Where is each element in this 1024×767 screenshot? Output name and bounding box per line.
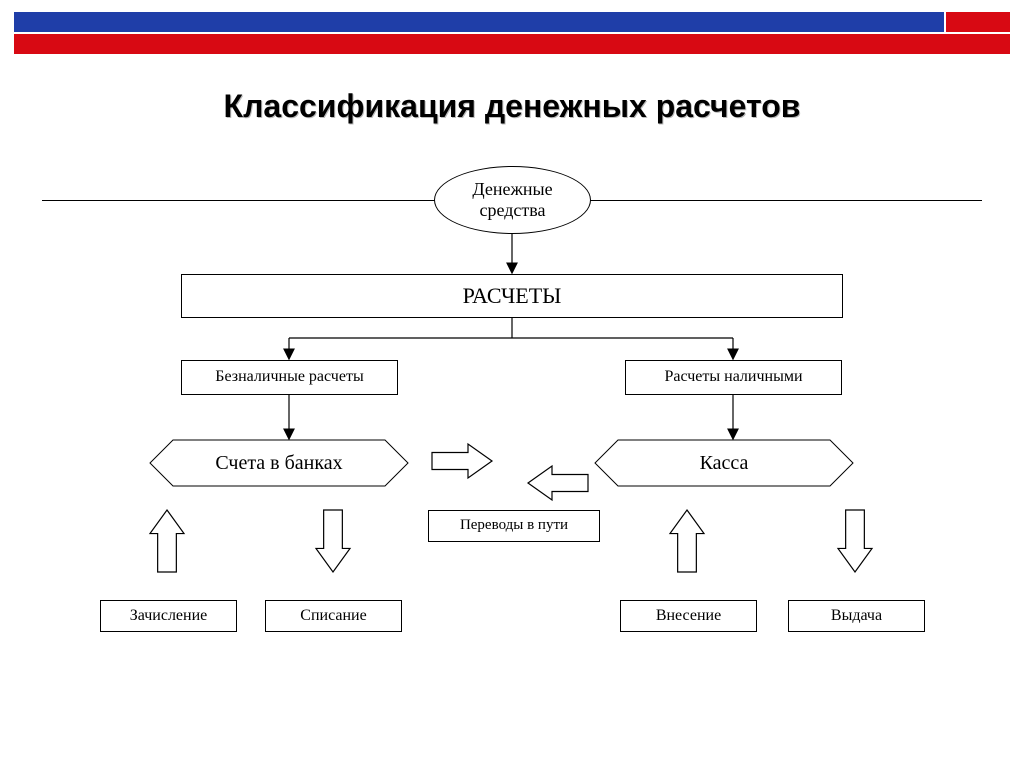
header-bar-red <box>14 34 1010 54</box>
node-root-label: Денежныесредства <box>472 179 552 220</box>
node-beznal: Безналичные расчеты <box>181 360 398 395</box>
node-kassa-label: Касса <box>595 440 853 486</box>
node-beznal-label: Безналичные расчеты <box>215 368 363 386</box>
node-zachisl-label: Зачисление <box>130 607 208 625</box>
node-spisan-label: Списание <box>300 607 366 625</box>
node-perevody: Переводы в пути <box>428 510 600 542</box>
node-vydacha-label: Выдача <box>831 607 882 625</box>
node-bank-label: Счета в банках <box>150 440 408 486</box>
node-raschety: РАСЧЕТЫ <box>181 274 843 318</box>
node-root-ellipse: Денежныесредства <box>434 166 591 234</box>
diagram-stage: Классификация денежных расчетов Денежные… <box>0 0 1024 767</box>
header-bar-blue <box>14 12 944 32</box>
node-zachisl: Зачисление <box>100 600 237 632</box>
node-raschety-label: РАСЧЕТЫ <box>463 283 562 308</box>
node-vnesen: Внесение <box>620 600 757 632</box>
header-square-red <box>946 12 1010 32</box>
node-perevody-label: Переводы в пути <box>460 517 568 534</box>
node-spisan: Списание <box>265 600 402 632</box>
node-vnesen-label: Внесение <box>656 607 721 625</box>
node-vydacha: Выдача <box>788 600 925 632</box>
node-nalich: Расчеты наличными <box>625 360 842 395</box>
page-title: Классификация денежных расчетов <box>0 88 1024 125</box>
node-nalich-label: Расчеты наличными <box>664 368 802 386</box>
